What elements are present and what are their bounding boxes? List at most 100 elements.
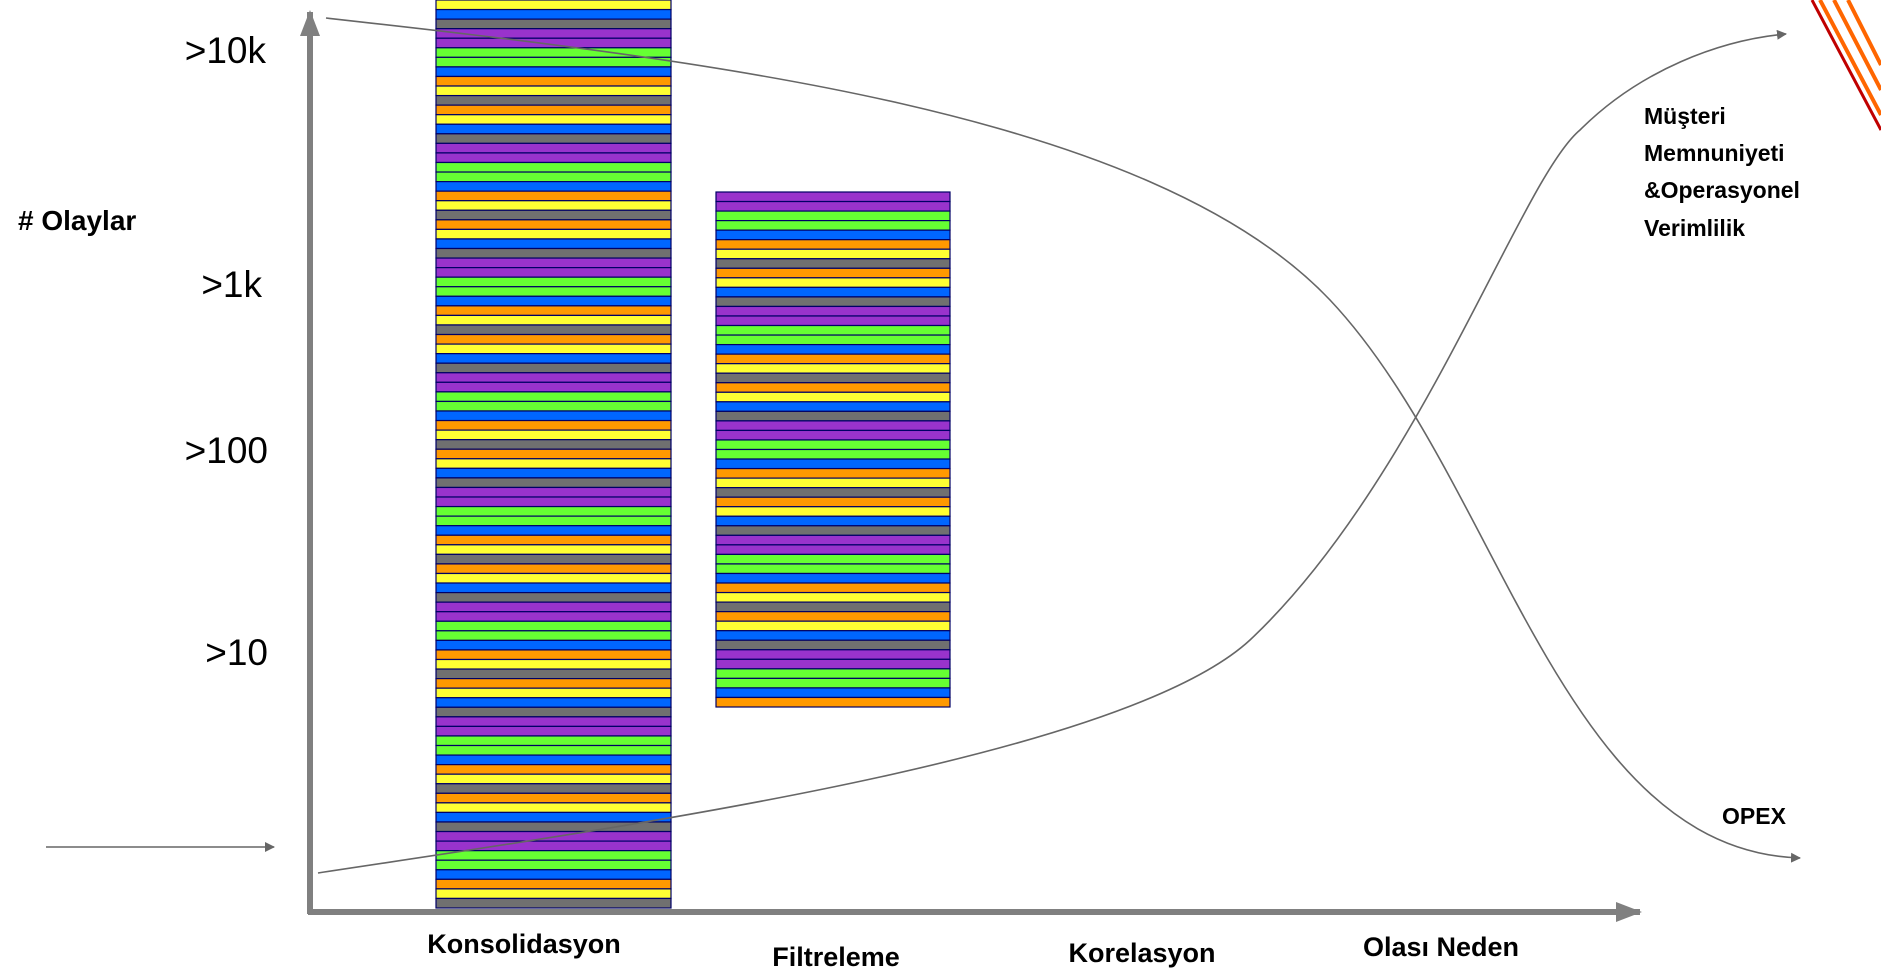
bar-stripe xyxy=(715,200,951,212)
bar-stripe xyxy=(435,8,672,20)
annotation: Müşteri xyxy=(1644,103,1726,129)
annotation: Memnuniyeti xyxy=(1644,140,1785,166)
bar-stripe xyxy=(435,18,672,30)
bar-stripe xyxy=(435,563,672,575)
bar-stripe xyxy=(715,229,951,241)
bar-stripe xyxy=(435,123,672,135)
bar-stripe xyxy=(435,219,672,230)
bar-stripe xyxy=(435,247,672,259)
bar-stripe xyxy=(715,353,951,365)
bar-stripe xyxy=(715,420,951,432)
bar-stripe xyxy=(715,525,951,536)
bar-stripe xyxy=(715,668,951,679)
bar-stripe xyxy=(435,448,672,460)
bar-stripe xyxy=(435,391,672,403)
bar-stripe xyxy=(435,601,672,613)
bar-stripe xyxy=(715,372,951,384)
bar-stripe xyxy=(435,649,672,661)
bar-stripe xyxy=(715,630,951,641)
bar-stripe xyxy=(435,267,672,278)
bar-stripe xyxy=(715,239,951,250)
bar-stripe xyxy=(715,487,951,498)
bar-stripe xyxy=(435,75,672,87)
bar-stripe xyxy=(435,591,672,603)
bar-stripe xyxy=(715,429,951,441)
bar-stripe xyxy=(435,706,672,718)
bar-stripe xyxy=(435,419,672,431)
bar-stripe xyxy=(435,668,672,680)
bar-stripe xyxy=(435,525,672,536)
bar-stripe xyxy=(435,850,672,861)
bar-stripe xyxy=(435,878,672,890)
bar-stripe xyxy=(715,467,951,479)
bar-stripe xyxy=(435,343,672,355)
bar-stripe xyxy=(435,811,672,823)
category-label: Korelasyon xyxy=(1068,938,1215,968)
bar-stripe xyxy=(715,382,951,393)
bar-stripe xyxy=(435,190,672,202)
bar-stripe xyxy=(435,744,672,756)
bar-stripe xyxy=(435,410,672,422)
bar-stripe xyxy=(435,324,672,336)
bar-stripe xyxy=(435,869,672,880)
bar-stripe xyxy=(435,773,672,785)
bar-stripe xyxy=(715,315,951,327)
bar-stripe xyxy=(435,515,672,527)
bar-stripe xyxy=(715,334,951,346)
bar-stripe xyxy=(435,792,672,804)
bar-stripe xyxy=(435,94,672,106)
bar-stripe xyxy=(715,296,951,308)
bar-stripe xyxy=(715,191,951,203)
satisfaction-curve xyxy=(317,29,1787,874)
bar-stripe xyxy=(715,620,951,632)
bar-stripe xyxy=(715,649,951,660)
y-tick-label: >10k xyxy=(185,30,267,71)
bar-stripe xyxy=(715,563,951,575)
bar-stripe xyxy=(435,783,672,794)
bar-stripe xyxy=(715,677,951,689)
bar-stripe xyxy=(435,764,672,775)
bar-stripe xyxy=(435,553,672,565)
bar-stripe xyxy=(715,448,951,460)
bar-stripe xyxy=(715,553,951,565)
bar-stripe xyxy=(435,582,672,594)
bar-stripe xyxy=(715,324,951,336)
bar-stripe xyxy=(435,152,672,164)
bar-stripe xyxy=(435,678,672,689)
y-axis-label: # Olaylar xyxy=(18,205,136,236)
bar-stripe xyxy=(435,429,672,441)
bar-stripe xyxy=(435,305,672,317)
bar-stripe xyxy=(435,620,672,632)
bar-stripe xyxy=(715,601,951,613)
bar-stripe xyxy=(435,888,672,900)
bar-stripe xyxy=(435,66,672,78)
bar-stripe xyxy=(715,401,951,412)
bar-stripe xyxy=(715,639,951,651)
y-tick-label: >100 xyxy=(185,430,268,471)
bar-stripe xyxy=(715,363,951,374)
bar-stripe xyxy=(435,362,672,374)
bar-stripe xyxy=(715,582,951,594)
bar-stripe xyxy=(435,477,672,489)
bar-stripe xyxy=(435,400,672,412)
bar-stripe xyxy=(435,381,672,393)
bar-stripe xyxy=(435,114,672,125)
bar-stripe xyxy=(715,343,951,355)
bar-stripe xyxy=(435,754,672,766)
bar-stripe xyxy=(715,210,951,222)
bar-stripe xyxy=(435,238,672,250)
bar-stripe xyxy=(435,104,672,116)
bar-stripe xyxy=(715,439,951,451)
bar-stripe xyxy=(435,716,672,727)
bar-stripe xyxy=(715,534,951,546)
bar-stripe xyxy=(715,286,951,298)
bar-stripe xyxy=(435,209,672,221)
bar-stripe xyxy=(435,572,672,584)
bar-stripe xyxy=(435,639,672,651)
category-label: Olası Neden xyxy=(1363,932,1519,962)
bar-stripe xyxy=(715,572,951,584)
bar-stripe xyxy=(715,515,951,527)
bar-stripe xyxy=(435,228,672,240)
corner-decoration xyxy=(1810,0,1881,131)
bar-stripe xyxy=(435,611,672,622)
